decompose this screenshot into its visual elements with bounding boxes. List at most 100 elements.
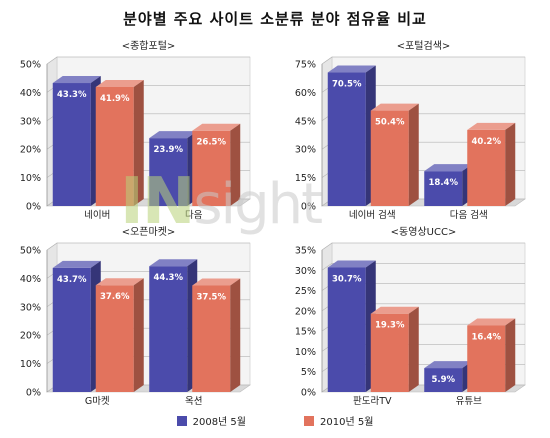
- bar-front: [95, 87, 134, 206]
- data-label: 23.9%: [154, 145, 184, 155]
- bar-side: [133, 80, 144, 206]
- bar-top: [370, 306, 419, 314]
- bar-front: [52, 267, 91, 392]
- bar-top: [192, 278, 241, 286]
- x-category-label: 판도라TV: [353, 396, 392, 407]
- bar-side: [408, 306, 419, 392]
- bar-2010-0: [95, 278, 144, 392]
- y-tick-label: 15%: [295, 327, 316, 338]
- gridline-side: [321, 242, 333, 251]
- bar-top: [327, 65, 376, 73]
- bar-side: [230, 123, 241, 206]
- legend-label-2008: 2008년 5월: [192, 417, 246, 428]
- y-tick-label: 50%: [20, 60, 41, 71]
- y-tick-label: 35%: [295, 246, 316, 257]
- y-tick-label: 20%: [295, 306, 316, 317]
- y-tick-label: 50%: [20, 246, 41, 257]
- bar-front: [149, 138, 188, 206]
- bar-side: [230, 278, 241, 392]
- x-category-label: 다음 검색: [450, 209, 488, 221]
- bar-2010-0: [95, 80, 144, 206]
- legend: 2008년 5월 2010년 5월: [0, 413, 550, 428]
- bar-2010-0: [370, 103, 419, 206]
- bar-front: [52, 83, 91, 206]
- chart-title: <오픈마켓>: [122, 226, 176, 238]
- bar-front: [149, 266, 188, 392]
- bar-front: [467, 325, 506, 392]
- y-tick-label: 30%: [295, 145, 316, 156]
- chart-panel-open-market: <오픈마켓> 0% 10% 20% 30% 40% 50% 43.7% 37.6% G마켓 44.3…: [0, 222, 270, 408]
- bar-front: [327, 267, 366, 392]
- bar-top: [52, 260, 101, 268]
- legend-item-2008: 2008년 5월: [176, 413, 246, 428]
- y-tick-label: 0%: [26, 202, 41, 213]
- y-tick-label: 10%: [20, 359, 41, 370]
- bar-top: [370, 103, 419, 111]
- legend-item-2010: 2010년 5월: [304, 413, 373, 428]
- gridline-side: [321, 56, 333, 65]
- data-label: 19.3%: [375, 321, 405, 331]
- y-tick-label: 0%: [26, 388, 41, 399]
- data-label: 30.7%: [332, 274, 362, 284]
- y-tick-label: 0%: [301, 202, 316, 213]
- y-tick-label: 40%: [20, 88, 41, 99]
- bar-2008-1: [149, 131, 198, 206]
- chart-title: <종합포털>: [122, 40, 176, 52]
- chart-svg-portal: <종합포털> 0% 10% 20% 30% 40% 50% 43.3% 41.9% 네이버 23.9…: [20, 40, 251, 221]
- y-tick-label: 30%: [20, 302, 41, 313]
- bar-front: [95, 285, 134, 392]
- chart-svg-open-market: <오픈마켓> 0% 10% 20% 30% 40% 50% 43.7% 37.6% G마켓 44.3…: [20, 226, 251, 407]
- page-title: 분야별 주요 사이트 소분류 분야 점유율 비교: [123, 10, 427, 28]
- data-label: 43.7%: [57, 275, 87, 285]
- chart-panel-portal-search: <포털검색> 0% 15% 30% 45% 60% 75% 70.5% 50.4% 네이버 검색 1…: [275, 36, 545, 222]
- x-category-label: 다음: [185, 210, 203, 221]
- bar-side: [133, 278, 144, 392]
- bar-2010-1: [467, 318, 516, 392]
- data-label: 70.5%: [332, 80, 362, 90]
- y-tick-label: 30%: [20, 116, 41, 127]
- y-tick-label: 5%: [301, 367, 316, 378]
- bar-front: [424, 368, 463, 392]
- y-tick-label: 60%: [295, 88, 316, 99]
- x-category-label: 네이버: [84, 210, 110, 221]
- y-tick-label: 75%: [295, 60, 316, 71]
- y-tick-label: 45%: [295, 116, 316, 127]
- bar-top: [192, 123, 241, 131]
- data-label: 37.6%: [100, 292, 130, 302]
- y-tick-label: 30%: [295, 266, 316, 277]
- gridline-side: [321, 263, 333, 271]
- data-label: 26.5%: [197, 138, 227, 148]
- chart-svg-portal-search: <포털검색> 0% 15% 30% 45% 60% 75% 70.5% 50.4% 네이버 검색 1…: [295, 40, 526, 221]
- data-label: 37.5%: [197, 293, 227, 303]
- bar-top: [467, 318, 516, 326]
- data-label: 18.4%: [429, 178, 459, 188]
- data-label: 44.3%: [154, 273, 184, 283]
- legend-swatch-2008: [176, 415, 187, 426]
- bar-2010-1: [192, 278, 241, 392]
- gridline-side: [46, 56, 58, 65]
- x-category-label: 옥션: [185, 396, 202, 407]
- bar-top: [424, 361, 473, 369]
- y-tick-label: 40%: [20, 274, 41, 285]
- bar-front: [192, 130, 231, 206]
- y-tick-label: 25%: [295, 286, 316, 297]
- bar-front: [424, 171, 463, 206]
- data-label: 40.2%: [472, 137, 502, 147]
- data-label: 16.4%: [472, 332, 502, 342]
- bar-side: [505, 318, 516, 392]
- bar-top: [327, 260, 376, 268]
- bar-front: [467, 129, 506, 206]
- bar-front: [192, 285, 231, 392]
- bar-top: [467, 122, 516, 130]
- chart-panel-portal: <종합포털> 0% 10% 20% 30% 40% 50% 43.3% 41.9% 네이버 23.9…: [0, 36, 270, 222]
- bar-top: [95, 278, 144, 286]
- x-category-label: 유튜브: [456, 396, 482, 407]
- bar-top: [424, 164, 473, 172]
- bar-2010-1: [467, 122, 516, 206]
- bar-top: [149, 131, 198, 139]
- bar-front: [370, 313, 409, 392]
- bar-top: [149, 259, 198, 267]
- legend-swatch-2010: [304, 415, 314, 426]
- bar-side: [408, 103, 419, 206]
- y-tick-label: 20%: [20, 145, 41, 156]
